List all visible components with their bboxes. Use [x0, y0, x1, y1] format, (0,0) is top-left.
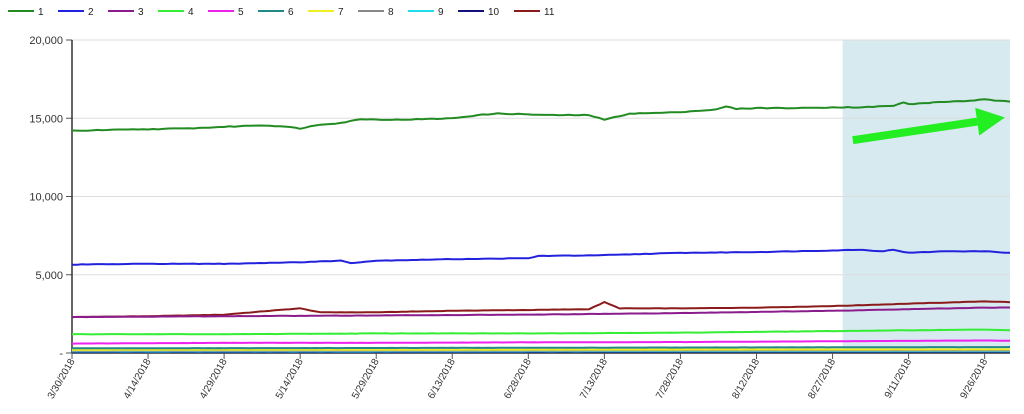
- legend-label-11: 11: [544, 7, 555, 18]
- y-tick-label: 15,000: [29, 113, 63, 125]
- legend-label-8: 8: [388, 7, 394, 18]
- x-tick-label: 5/29/2018: [350, 357, 382, 401]
- legend-label-3: 3: [138, 7, 144, 18]
- x-tick-label: 5/14/2018: [274, 357, 306, 401]
- legend-label-7: 7: [338, 7, 344, 18]
- legend-label-4: 4: [188, 7, 194, 18]
- y-tick-label: 20,000: [29, 35, 63, 47]
- legend-label-10: 10: [488, 7, 500, 18]
- x-tick-label: 8/27/2018: [806, 357, 838, 401]
- series-line-6: [72, 347, 1010, 348]
- y-tick-label: -: [59, 348, 63, 360]
- y-tick-label: 5,000: [35, 270, 63, 282]
- x-tick-label: 6/13/2018: [426, 357, 458, 401]
- y-tick-label: 10,000: [29, 192, 63, 204]
- x-axis: 3/30/2018 4/14/2018 4/29/2018 5/14/2018 5/29…: [46, 353, 1010, 401]
- legend-label-1: 1: [38, 7, 44, 18]
- legend-label-2: 2: [88, 7, 94, 18]
- x-tick-label: 8/12/2018: [730, 357, 762, 401]
- x-tick-label: 7/28/2018: [654, 357, 686, 401]
- legend-label-5: 5: [238, 7, 244, 18]
- x-tick-label: 9/26/2018: [958, 357, 990, 401]
- series-line-7: [72, 349, 1010, 350]
- legend-label-6: 6: [288, 7, 294, 18]
- y-axis: - 5,000 10,000 15,000 20,000: [29, 35, 72, 360]
- x-tick-label: 4/14/2018: [122, 357, 154, 401]
- x-tick-label: 9/11/2018: [883, 357, 915, 401]
- x-tick-label: 6/28/2018: [502, 357, 534, 401]
- legend: 1 2 3 4 5 6 7 8 9 10 11: [8, 7, 555, 18]
- x-tick-label: 4/29/2018: [198, 357, 230, 401]
- x-tick-label: 3/30/2018: [46, 357, 78, 401]
- legend-label-9: 9: [438, 7, 444, 18]
- x-tick-label: 7/13/2018: [578, 357, 610, 401]
